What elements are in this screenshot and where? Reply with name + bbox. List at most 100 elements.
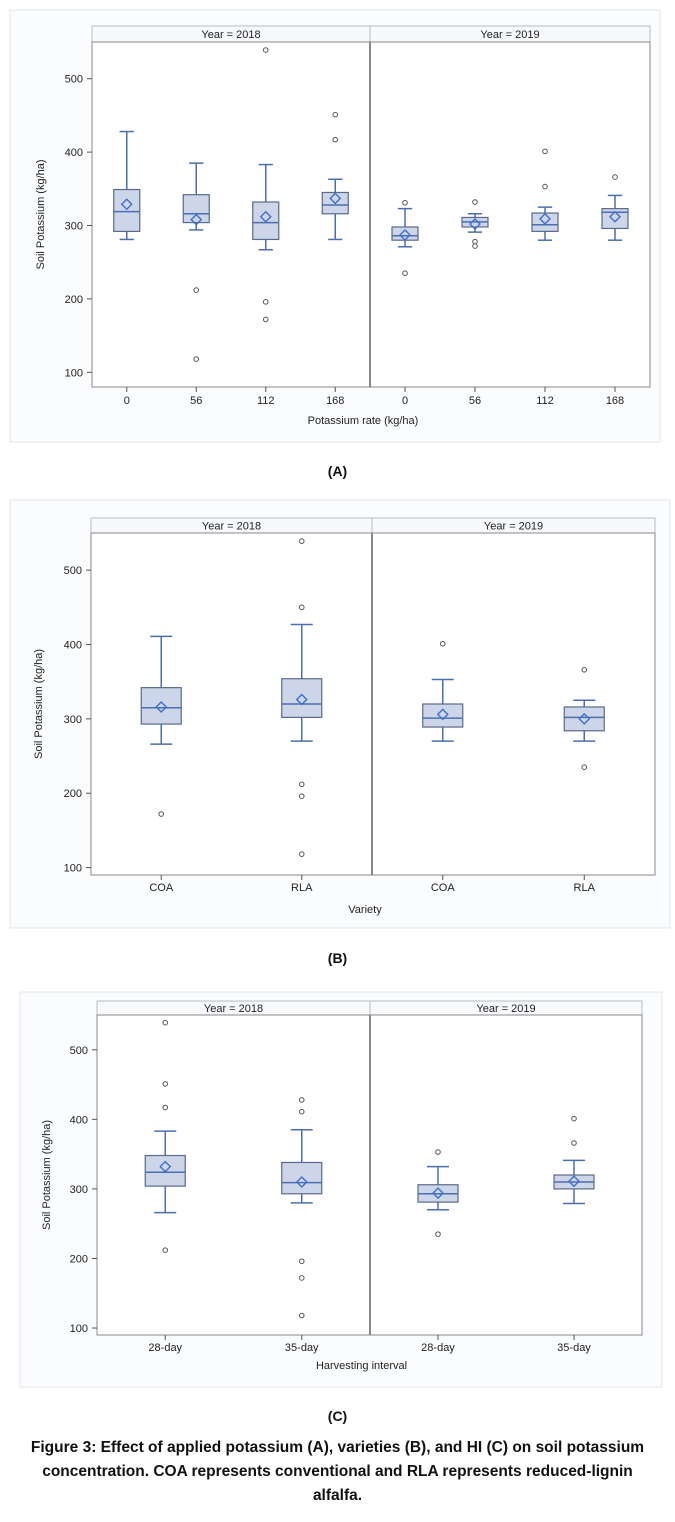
mean-marker [568, 1175, 580, 1188]
mean-marker [432, 1187, 444, 1200]
x-tick-label: COA [149, 882, 174, 894]
outlier-point [402, 199, 408, 206]
outlier-point [435, 1231, 441, 1237]
y-tick-label: 400 [65, 147, 83, 159]
outlier-point [298, 851, 305, 857]
box-35-day: 35-day [553, 1115, 595, 1354]
x-tick-label: 56 [469, 395, 481, 407]
facet-title: Year = 2019 [476, 1003, 535, 1015]
outlier-point [193, 287, 200, 293]
y-tick-label: 500 [70, 1045, 88, 1057]
y-tick-label: 400 [70, 1114, 88, 1126]
facet-title: Year = 2018 [204, 1003, 263, 1015]
x-tick-label: 168 [606, 395, 624, 407]
x-tick-label: 56 [190, 395, 202, 407]
x-tick-label: 112 [536, 395, 554, 407]
box-56: 56 [182, 162, 210, 407]
iqr-box [422, 703, 464, 728]
outlier-point [298, 1275, 305, 1281]
x-tick-label: COA [431, 882, 456, 894]
chart-a: Year = 2018 Year = 2019 100 200 300 400 500 Soi… [9, 9, 661, 443]
box-168: 168 [321, 111, 349, 407]
iqr-box [601, 208, 629, 230]
y-tick-label: 100 [70, 1323, 88, 1335]
outlier-point [581, 764, 588, 770]
outlier-point [193, 356, 200, 362]
mean-marker [436, 708, 449, 721]
y-tick-label: 200 [65, 294, 83, 306]
outlier-point [298, 604, 305, 611]
outlier-point [472, 199, 478, 205]
y-axis-label: Soil Potassium (kg/ha) [41, 1120, 53, 1230]
chart-c: Year = 2018 Year = 2019 100 200 300 400 500 Soi… [19, 991, 663, 1388]
y-tick-label: 300 [65, 221, 83, 233]
x-axis-label: Variety [348, 904, 382, 916]
facet-title: Year = 2018 [202, 521, 261, 533]
box-COA: COA [140, 635, 182, 894]
outlier-point [298, 538, 305, 544]
outlier-point [298, 1258, 305, 1265]
outlier-point [298, 793, 305, 799]
outlier-point [298, 781, 305, 788]
mean-marker [159, 1160, 172, 1173]
outlier-point [612, 174, 618, 180]
mean-marker [609, 210, 621, 223]
mean-marker [190, 213, 203, 226]
iqr-box [531, 212, 559, 232]
y-axis-label: Soil Potassium (kg/ha) [35, 159, 47, 269]
x-tick-label: 35-day [285, 1342, 319, 1354]
mean-marker [469, 218, 481, 231]
outlier-point [162, 1081, 169, 1087]
x-tick-label: RLA [574, 882, 596, 894]
box-168: 168 [601, 174, 629, 407]
box-56: 56 [461, 199, 489, 407]
outlier-point [472, 243, 478, 249]
outlier-point [542, 148, 548, 155]
iqr-box [281, 678, 323, 718]
outlier-point [298, 1108, 305, 1115]
x-tick-label: 0 [124, 395, 130, 407]
outlier-point [262, 47, 269, 53]
outlier-point [162, 1247, 169, 1253]
outlier-point [581, 667, 588, 673]
facet-title: Year = 2019 [484, 521, 543, 533]
outlier-point [298, 1312, 305, 1319]
outlier-point [439, 640, 446, 647]
x-axis-label: Potassium rate (kg/ha) [308, 415, 419, 427]
outlier-point [332, 111, 339, 118]
mean-marker [155, 700, 168, 713]
outlier-point [571, 1115, 577, 1122]
mean-marker [539, 212, 551, 225]
box-RLA: RLA [563, 667, 605, 894]
chart-b: Year = 2018 Year = 2019 100 200 300 400 500 Soi… [9, 499, 671, 929]
mean-marker [295, 693, 308, 706]
outlier-point [262, 316, 269, 323]
outlier-point [435, 1149, 441, 1155]
outlier-point [571, 1140, 577, 1146]
facet-title: Year = 2018 [201, 29, 260, 41]
iqr-box [113, 188, 141, 232]
y-tick-label: 500 [64, 565, 82, 577]
box-28-day: 28-day [417, 1149, 459, 1354]
panel-a-label: (A) [327, 463, 348, 479]
box-35-day: 35-day [281, 1097, 323, 1354]
outlier-point [158, 811, 165, 817]
iqr-box [281, 1161, 323, 1195]
box-0: 0 [391, 199, 419, 407]
panel-b-label: (B) [327, 950, 348, 966]
x-tick-label: 0 [402, 395, 408, 407]
x-tick-label: 112 [257, 395, 275, 407]
figure-caption: Figure 3: Effect of applied potassium (A… [30, 1439, 645, 1504]
y-tick-label: 100 [64, 863, 82, 875]
iqr-box [140, 687, 182, 725]
mean-marker [399, 229, 411, 242]
y-axis-label: Soil Potassium (kg/ha) [33, 649, 45, 759]
outlier-point [298, 1097, 305, 1103]
x-tick-label: 35-day [557, 1342, 591, 1354]
x-tick-label: 28-day [421, 1342, 455, 1354]
box-COA: COA [422, 640, 464, 894]
iqr-box [563, 706, 605, 732]
y-tick-label: 200 [70, 1253, 88, 1265]
mean-marker [259, 210, 272, 223]
